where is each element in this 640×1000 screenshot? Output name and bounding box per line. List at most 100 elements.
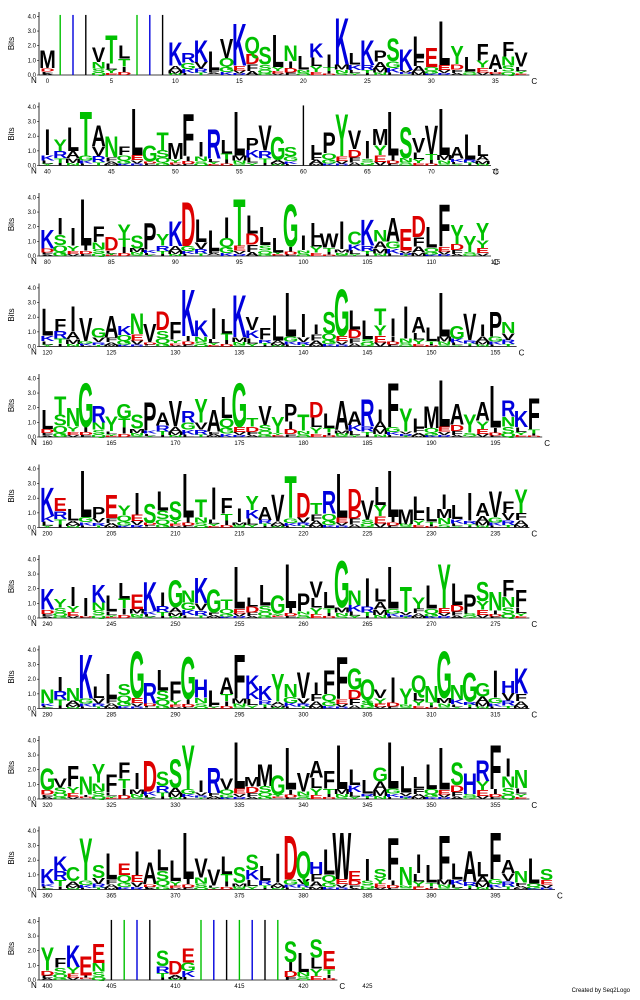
logo-letter: L <box>412 872 424 885</box>
logo-letter: L <box>361 315 373 344</box>
logo-letter: L <box>438 7 450 78</box>
logo-letter: R <box>501 520 516 527</box>
logo-letter: I <box>121 607 127 617</box>
logo-letter: F <box>310 333 322 343</box>
logo-letter: E <box>271 616 284 618</box>
logo-letter: Y <box>54 597 67 610</box>
logo-letter: Y <box>335 102 348 169</box>
logo-letter: M <box>205 798 222 800</box>
logo-letter: Y <box>207 342 221 346</box>
logo-letter: C <box>66 864 80 886</box>
logo-letter: S <box>54 232 68 249</box>
logo-letter: L <box>515 787 527 796</box>
logo-letter: R <box>155 425 169 434</box>
logo-letter: T <box>425 882 437 887</box>
logo-letter: F <box>105 698 117 706</box>
logo-letter: Y <box>271 252 285 255</box>
logo-letter: R <box>296 703 311 708</box>
logo-letter: F <box>246 63 258 73</box>
logo-letter: Y <box>41 888 55 890</box>
logo-letter: Q <box>257 611 273 617</box>
logo-letter: I <box>83 426 89 434</box>
logo-letter: M <box>167 612 184 617</box>
logo-letter: Q <box>219 789 235 796</box>
logo-letter: Y <box>246 885 260 890</box>
logo-letter: S <box>438 524 452 529</box>
logo-letter: A <box>168 65 183 72</box>
logo-letter: L <box>297 53 309 74</box>
y-tick-label: 1.0 <box>28 239 37 245</box>
y-tick-label: 2.0 <box>28 768 37 774</box>
logo-letter: K <box>117 886 132 890</box>
logo-letter: S <box>130 435 143 437</box>
logo-letter: P <box>489 306 502 345</box>
logo-letter: D <box>219 525 233 529</box>
logo-letter: L <box>144 614 157 618</box>
logo-letter: K <box>40 334 55 343</box>
logo-letter: N <box>437 703 451 708</box>
logo-letter: E <box>374 515 387 526</box>
logo-letter: P <box>284 398 297 427</box>
logo-letter: D <box>181 522 195 527</box>
logo-letter: T <box>118 236 130 250</box>
y-tick-label: 4.0 <box>28 919 37 925</box>
logo-letter: R <box>194 68 209 74</box>
y-tick-label: 0.0 <box>28 797 37 803</box>
logo-letter: G <box>449 324 465 344</box>
x-tick-label: 65 <box>364 170 371 176</box>
x-tick-label: 130 <box>170 351 181 357</box>
logo-letter: L <box>412 512 425 523</box>
logo-letter: M <box>474 341 491 346</box>
y-tick-label: 2.0 <box>28 134 37 140</box>
logo-letter: R <box>399 615 413 618</box>
logo-letter: V <box>258 119 272 159</box>
logo-letter: L <box>515 607 527 615</box>
logo-letter: M <box>372 789 389 798</box>
y-tick-label: 1.0 <box>28 782 37 788</box>
logo-letter: A <box>40 435 54 437</box>
logo-letter: L <box>105 847 117 888</box>
logo-letter: Q <box>52 244 68 254</box>
logo-letter: M <box>65 885 82 889</box>
logo-letter: Q <box>500 71 516 76</box>
logo-letter: Y <box>182 731 195 802</box>
logo-letter: G <box>462 436 478 437</box>
logo-letter: I <box>288 789 294 796</box>
logo-letter: V <box>297 768 311 797</box>
logo-letter: S <box>450 755 463 792</box>
logo-letter: V <box>194 61 208 71</box>
logo-letter: F <box>118 757 130 784</box>
logo-letter: V <box>169 345 183 347</box>
logo-letter: F <box>387 163 400 166</box>
logo-letter: L <box>348 69 360 74</box>
logo-letter: D <box>40 609 55 615</box>
x-tick-label: 210 <box>170 532 181 538</box>
logo-letter: V <box>540 884 554 889</box>
y-tick-label: 3.0 <box>28 210 37 216</box>
logo-letter: Q <box>91 72 107 76</box>
logo-letter: Q <box>116 694 132 704</box>
logo-letter: Y <box>374 502 387 519</box>
logo-letter: G <box>257 796 273 800</box>
x-tick-label: 260 <box>298 622 309 628</box>
logo-letter: T <box>502 344 515 348</box>
logo-letter: V <box>502 332 516 342</box>
logo-letter: Y <box>348 615 362 619</box>
x-tick-label: 395 <box>490 894 501 900</box>
logo-letter: G <box>52 252 68 258</box>
logo-letter: N <box>168 797 182 800</box>
logo-letter: F <box>502 498 514 517</box>
logo-letter: D <box>117 433 131 438</box>
logo-letter: I <box>45 123 51 164</box>
logo-letter: R <box>232 616 246 619</box>
logo-letter: K <box>386 248 401 255</box>
logo-letter: M <box>513 888 530 890</box>
y-tick-label: 1.0 <box>28 692 37 698</box>
logo-letter: F <box>169 318 181 345</box>
logo-letter: L <box>284 887 297 890</box>
logo-letter: N <box>232 886 246 889</box>
logo-letter: R <box>360 244 375 252</box>
logo-letter: N <box>130 613 144 617</box>
logo-letter: E <box>130 590 143 614</box>
n-terminus-label: N <box>31 167 37 176</box>
